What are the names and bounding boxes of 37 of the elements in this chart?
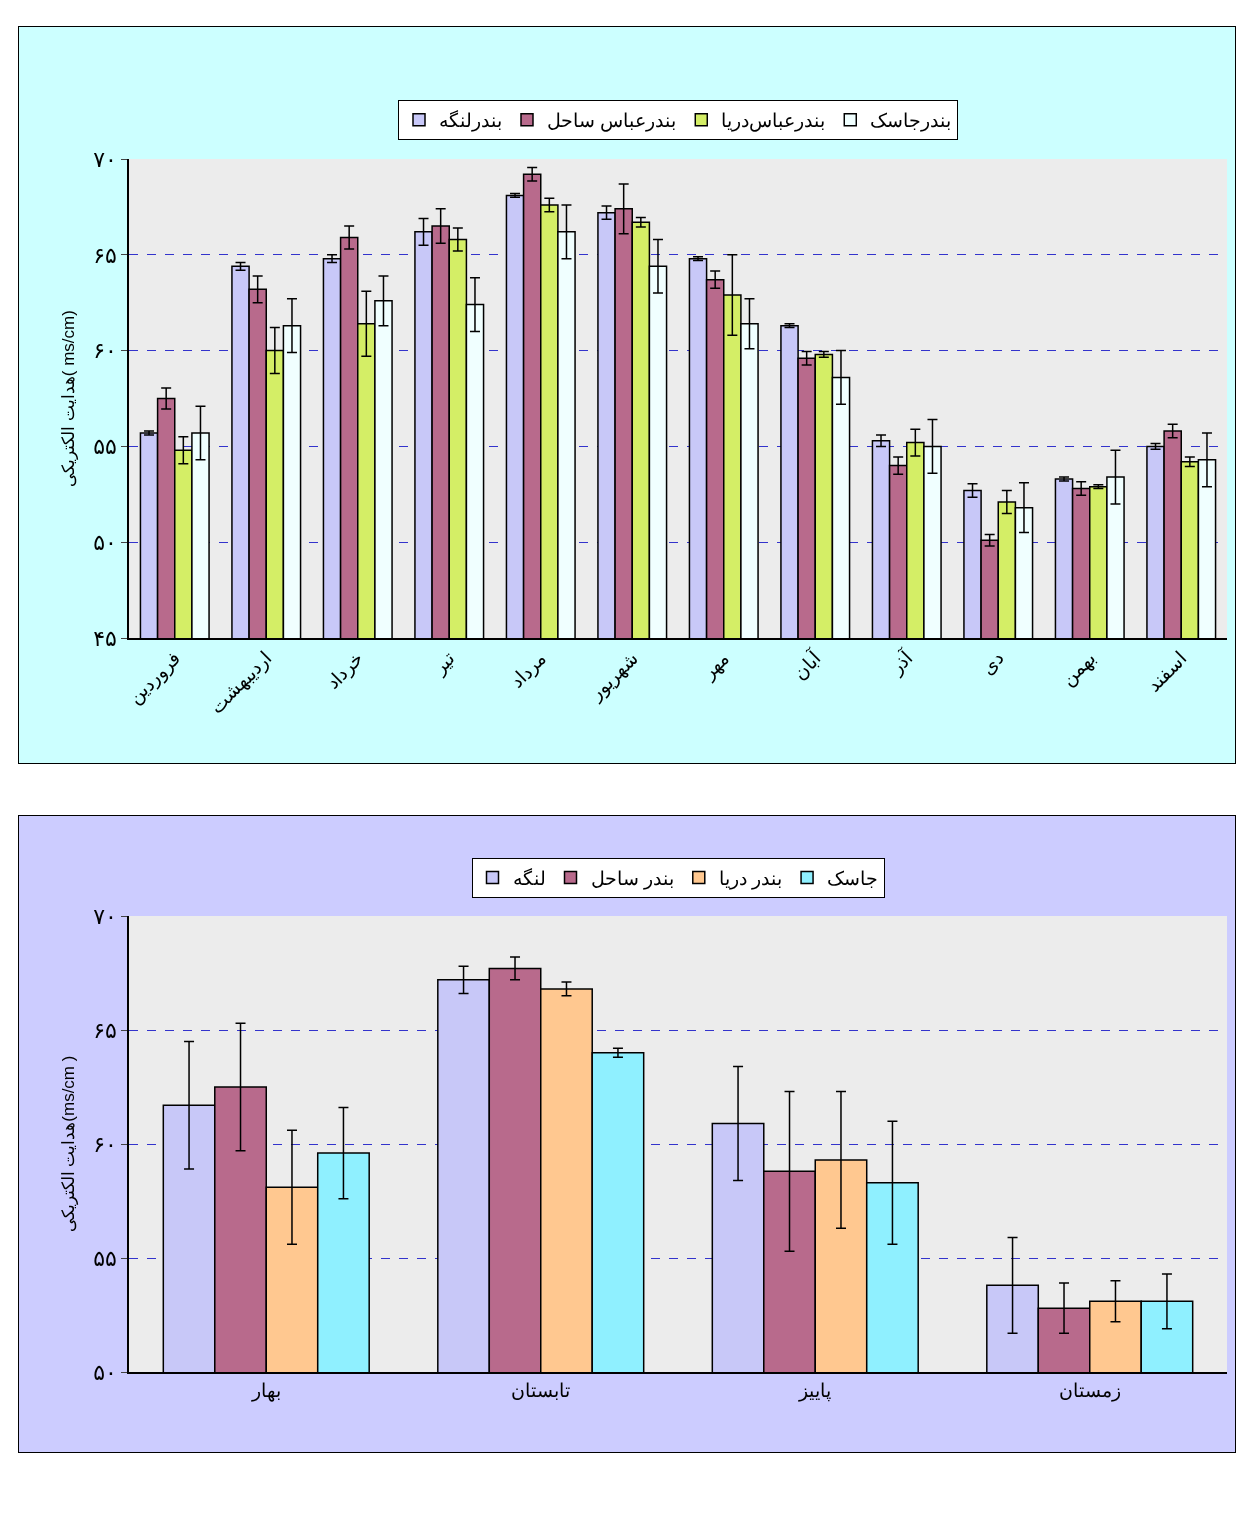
x-tick-label: تیر (428, 647, 460, 679)
y-tick-label: ۶۰ (93, 1131, 117, 1157)
x-tick-label: فروردین (124, 647, 185, 709)
legend-label: جاسک (827, 868, 879, 890)
x-tick-label: پاییز (798, 1379, 832, 1402)
legend-label: بندرلنگه (439, 109, 502, 133)
legend-label: بندر ساحل (590, 868, 674, 891)
x-tick-label: شهریور (584, 647, 643, 706)
y-tick-label: ۵۵ (93, 1245, 117, 1271)
x-tick-label: مهر (697, 647, 734, 685)
y-axis-title: هدایت الکتریکی( ms/cm) (59, 310, 80, 487)
y-tick-label: ۵۰ (93, 1359, 117, 1385)
y-tick-label: ۶۰ (93, 338, 117, 364)
y-tick-label: ۵۰ (93, 529, 117, 555)
y-axis-title: هدایت الکتریکی(ms/cm ) (59, 1055, 80, 1233)
y-tick-label: ۶۵ (93, 1017, 117, 1043)
x-tick-label: بهمن (1056, 647, 1100, 691)
y-tick-label: ۵۵ (93, 434, 117, 460)
legend-label: لنگه (512, 867, 546, 890)
legend-label: بندرجاسک (870, 110, 952, 133)
x-tick-label: تابستان (511, 1379, 571, 1401)
y-tick-label: ۷۰ (93, 146, 117, 172)
legend-label: بندرعباس ساحل (547, 110, 677, 133)
y-tick-label: ۴۵ (93, 625, 117, 651)
legend-label: بندر دریا (718, 868, 783, 891)
x-tick-label: آذر (884, 646, 918, 680)
y-tick-label: ۶۵ (93, 242, 117, 268)
x-tick-label: اردیبهشت (205, 647, 277, 719)
x-tick-label: اسفند (1142, 647, 1191, 696)
x-tick-label: آبان (788, 646, 826, 684)
x-tick-label: دی (976, 647, 1008, 679)
x-tick-label: بهار (250, 1379, 281, 1402)
x-tick-label: زمستان (1058, 1379, 1121, 1402)
legend-label: بندرعباس‌دریا (721, 110, 826, 133)
x-tick-label: مرداد (506, 647, 551, 693)
x-tick-label: خرداد (322, 647, 368, 694)
y-tick-label: ۷۰ (93, 903, 117, 929)
